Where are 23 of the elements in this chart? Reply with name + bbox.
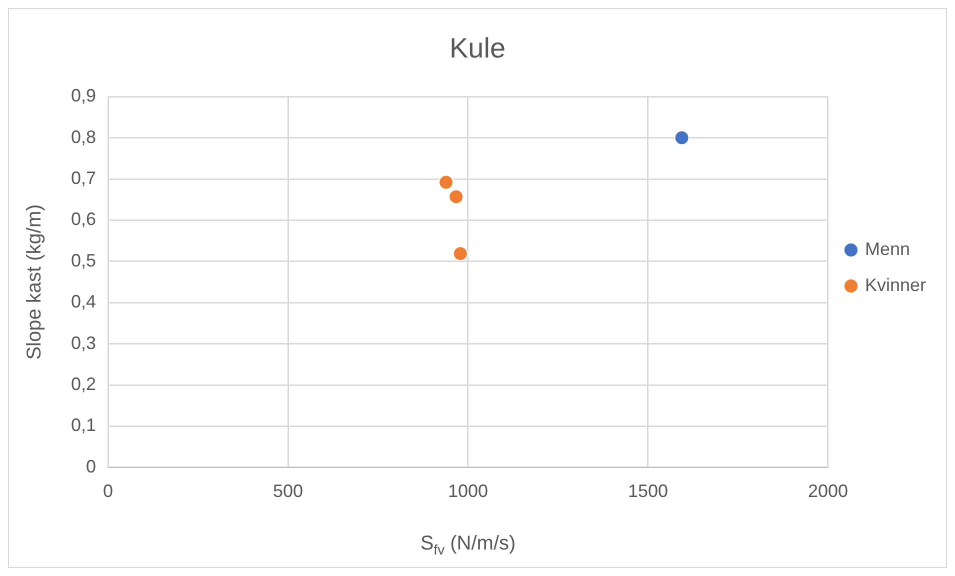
legend-label: Kvinner	[864, 274, 926, 295]
y-tick-label: 0	[86, 456, 96, 476]
x-tick-label: 500	[272, 481, 304, 502]
y-tick-label: 0,7	[70, 168, 96, 188]
x-tick-label: 2000	[808, 481, 848, 502]
y-tick-label: 0,2	[70, 374, 96, 394]
legend-label: Menn	[864, 238, 910, 259]
point	[438, 174, 454, 190]
x-tick-label: 0	[103, 481, 114, 502]
y-tick-label: 0,4	[70, 292, 96, 312]
chart-title: Kule	[449, 32, 506, 64]
y-tick-label: 0,9	[70, 86, 96, 106]
y-axis-title: Slope kast (kg/m)	[24, 204, 46, 360]
y-tick-label: 0,3	[70, 332, 96, 353]
y-tick-label: 0,1	[70, 415, 96, 436]
point	[452, 246, 468, 262]
y-tick-label: 0,6	[70, 209, 96, 230]
point	[448, 189, 464, 204]
y-tick-label: 0,8	[70, 126, 96, 147]
x-tick-label: 1000	[448, 481, 488, 502]
y-tick-label: 0,5	[70, 250, 96, 270]
x-tick-label: 1500	[628, 481, 668, 502]
point	[674, 130, 690, 146]
